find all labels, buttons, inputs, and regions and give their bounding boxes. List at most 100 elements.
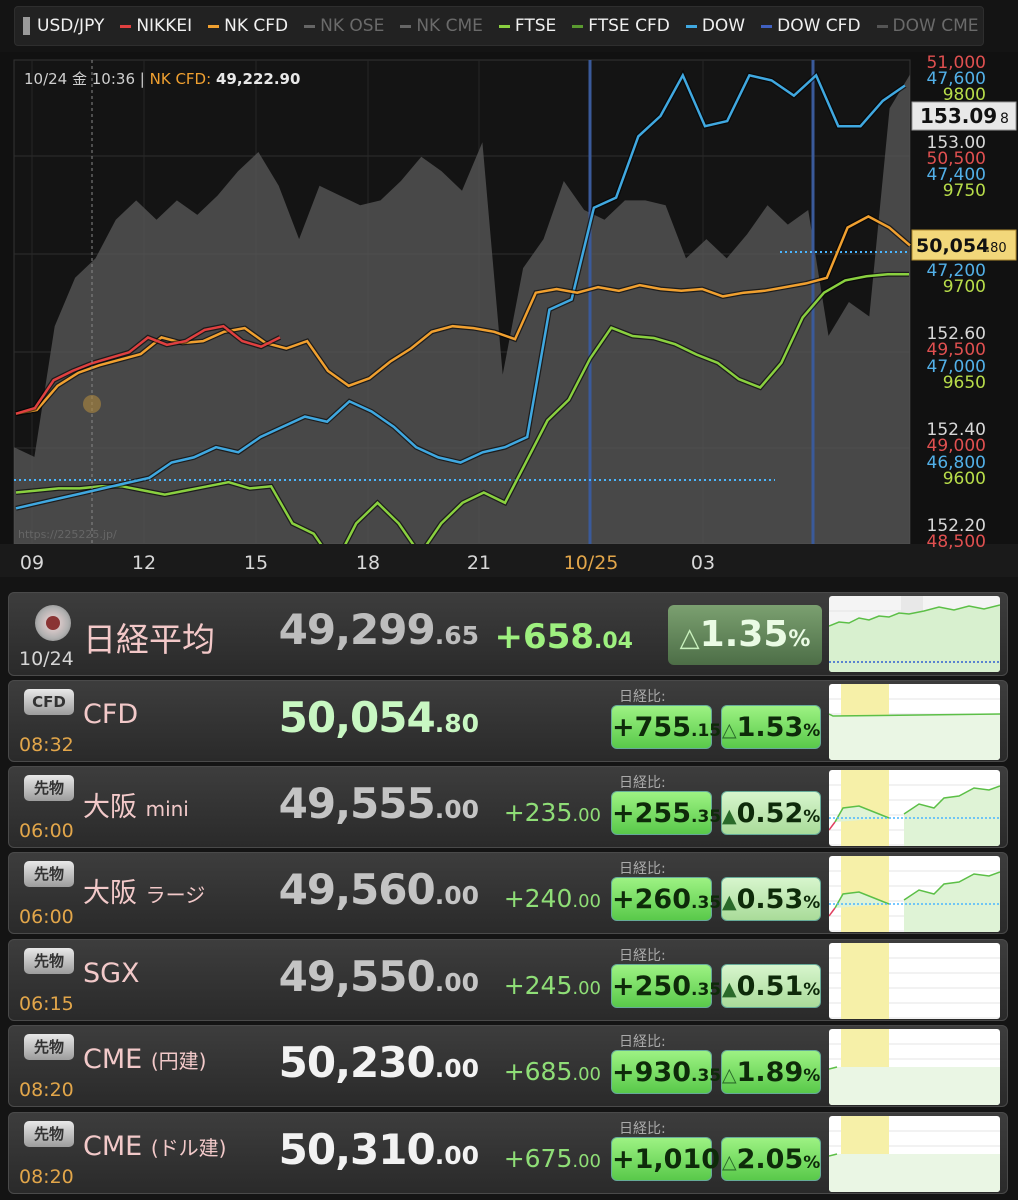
x-tick-label: 10/25 [564,552,619,574]
usdjpy-axis-label: 152.40 [927,420,986,440]
ftse-axis-label: 9800 [943,85,986,105]
diff-small: .35 [690,1066,722,1086]
row-price: 50,230.00 [279,1038,479,1087]
dow-line [15,72,906,510]
legend-item[interactable]: FTSE CFD [572,16,670,36]
row-cfd[interactable]: CFD CFD 08:32 50,054.80 日経比: +755.15 △1.53% [8,680,1008,762]
row-name-main: CME [83,1131,143,1162]
row-time: 08:32 [19,734,74,756]
legend-label: FTSE CFD [588,16,670,36]
spark-area [829,605,1000,672]
price-main: 50,310 [278,1125,436,1174]
row-price: 49,550.00 [279,952,479,1001]
readout-colon: : [206,70,212,88]
legend-item[interactable]: NK OSE [304,16,384,36]
readout-separator: | [139,70,145,88]
x-tick-label: 18 [356,552,380,574]
chart-svg: https://225225.jp/09 12 15 18 21 10/25 03 51,00… [0,53,1018,577]
pct-badge: △1.35% [668,605,822,665]
price-main: 50,054 [278,693,436,742]
legend-swatch-icon [876,24,888,28]
ftse-axis-label: 9700 [943,277,986,297]
spark-area [835,872,1000,932]
legend-label: FTSE [514,16,557,36]
row-nikkei-average[interactable]: 日経平均 10/24 49,299.65 +658.04 △1.35% [8,592,1008,676]
diff-main: +255 [612,798,691,829]
legend-item[interactable]: USD/JPY [23,16,104,36]
spark-line [834,785,1000,823]
legend-swatch-icon [208,24,220,28]
legend-item[interactable]: NIKKEI [120,16,192,36]
legend-label: DOW CFD [777,16,861,36]
legend-swatch-icon [685,24,697,28]
spark-line [829,1066,838,1070]
x-tick-label: 03 [691,552,715,574]
row-change: +658.04 [495,617,633,657]
change-main: +240 [503,884,573,913]
legend-item[interactable]: NK CFD [208,16,288,36]
legend-item[interactable]: DOW CFD [761,16,861,36]
diff-small: .35 [690,807,722,827]
row-price: 49,560.00 [279,865,479,914]
row-osaka-large[interactable]: 先物 大阪 ラージ 06:00 49,560.00 +240.00 日経比: +260.35… [8,852,1008,934]
row-time: 06:00 [19,906,74,928]
ftse-axis-label: 9600 [943,469,986,489]
readout-value: 49,222.90 [215,70,301,88]
nkcfd-last-value: 50,054 [916,235,989,257]
legend-item[interactable]: DOW CME [876,16,979,36]
row-osaka-mini[interactable]: 先物 大阪 mini 06:00 49,555.00 +235.00 日経比: +255.3… [8,766,1008,848]
dow-axis-label: 47,000 [927,357,986,377]
pct-small: % [803,721,821,741]
cursor-readout: 10/24 金 10:36 | NK CFD: 49,222.90 [24,68,300,89]
row-change: +240.00 [504,884,601,913]
legend-item[interactable]: NK CME [400,16,483,36]
spark-line [834,871,1000,909]
diff-badge: +1,010.35 [611,1137,750,1181]
legend-swatch-icon [761,24,773,28]
sparkline [829,770,1000,846]
readout-date: 10/24 金 10:36 [24,70,135,88]
row-name-sub: ラージ [145,883,206,907]
diff-small: .35 [690,980,722,1000]
ftse-line [15,272,909,568]
legend-label: DOW CME [892,16,979,36]
legend-item[interactable]: FTSE [498,16,557,36]
usdjpy-axis-label: 153.00 [927,133,986,153]
usdjpy-swatch-icon [23,17,30,35]
legend-swatch-icon [304,24,316,28]
legend-label: NK OSE [320,16,385,36]
change-small: .00 [572,1151,601,1172]
usdjpy-axis-label: 152.20 [927,516,986,536]
row-tag: 先物 [24,1034,74,1060]
readout-series: NK CFD [149,70,207,88]
row-tag: 先物 [24,1121,74,1147]
x-tick-label: 09 [20,552,44,574]
row-name-main: 大阪 [83,878,137,909]
row-sgx[interactable]: 先物 SGX 06:15 49,550.00 +245.00 日経比: +250.35 ▲0.… [8,939,1008,1021]
legend-swatch-icon [120,24,132,28]
diff-badge: +930.35 [611,1050,721,1094]
diff-small: .35 [690,893,722,913]
price-small: .80 [434,709,479,738]
diff-main: +260 [612,884,691,915]
spark-area [835,786,1000,846]
row-name-sub: (円建) [150,1049,207,1073]
row-name: 大阪 ラージ [83,871,205,910]
nkcfd-last-box [911,229,1017,261]
row-name-main: SGX [83,958,140,989]
row-cme-yen[interactable]: 先物 CME (円建) 08:20 50,230.00 +685.00 日経比: +930.… [8,1025,1008,1107]
diff-main: +250 [612,971,691,1002]
legend-swatch-icon [498,24,510,28]
spark-area [829,714,1000,760]
nikkei-axis-label: 50,500 [927,149,986,169]
x-tick-label: 12 [132,552,156,574]
price-chart[interactable]: https://225225.jp/09 12 15 18 21 10/25 03 51,00… [0,52,1018,577]
price-small: .00 [434,1054,479,1083]
legend-item[interactable]: DOW [685,16,745,36]
spark-area [829,1154,1000,1192]
row-name: CME (ドル建) [83,1131,226,1162]
row-name: 日経平均 [83,620,215,659]
spark-line [829,713,1000,717]
change-main: +245 [503,971,573,1000]
row-cme-usd[interactable]: 先物 CME (ドル建) 08:20 50,310.00 +675.00 日経比: +1,0… [8,1112,1008,1194]
